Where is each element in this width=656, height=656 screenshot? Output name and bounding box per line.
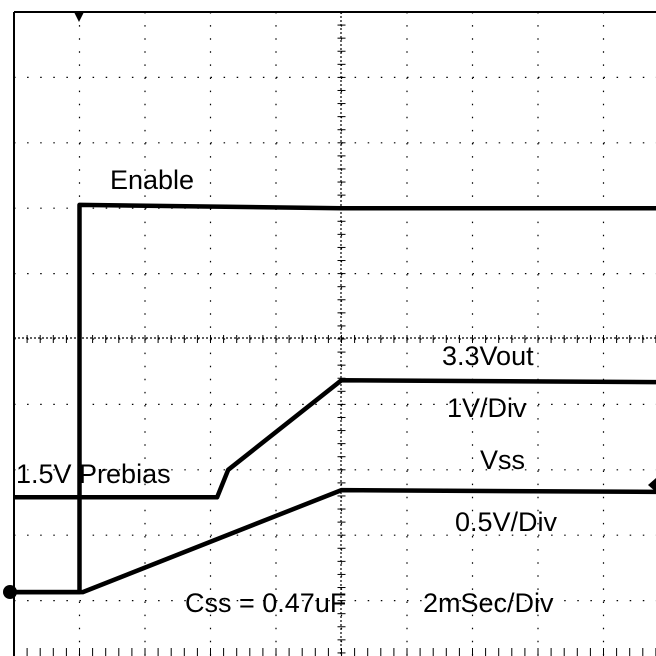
trace-line: [14, 487, 656, 595]
label-vout: 3.3Vout: [442, 341, 534, 371]
level-marker: [648, 478, 656, 492]
label-vss-scale: 0.5V/Div: [455, 507, 558, 537]
label-css: Css = 0.47uF: [185, 588, 346, 618]
label-prebias: 1.5V Prebias: [16, 459, 171, 489]
label-vss: Vss: [480, 445, 525, 475]
label-timebase: 2mSec/Div: [423, 588, 554, 618]
ground-marker: [3, 585, 17, 599]
traces: [14, 202, 656, 595]
center-axes: [13, 11, 656, 656]
trace-line: [14, 377, 656, 500]
trigger-marker: [74, 12, 84, 22]
label-vout-scale: 1V/Div: [447, 393, 527, 423]
label-enable: Enable: [110, 165, 194, 195]
